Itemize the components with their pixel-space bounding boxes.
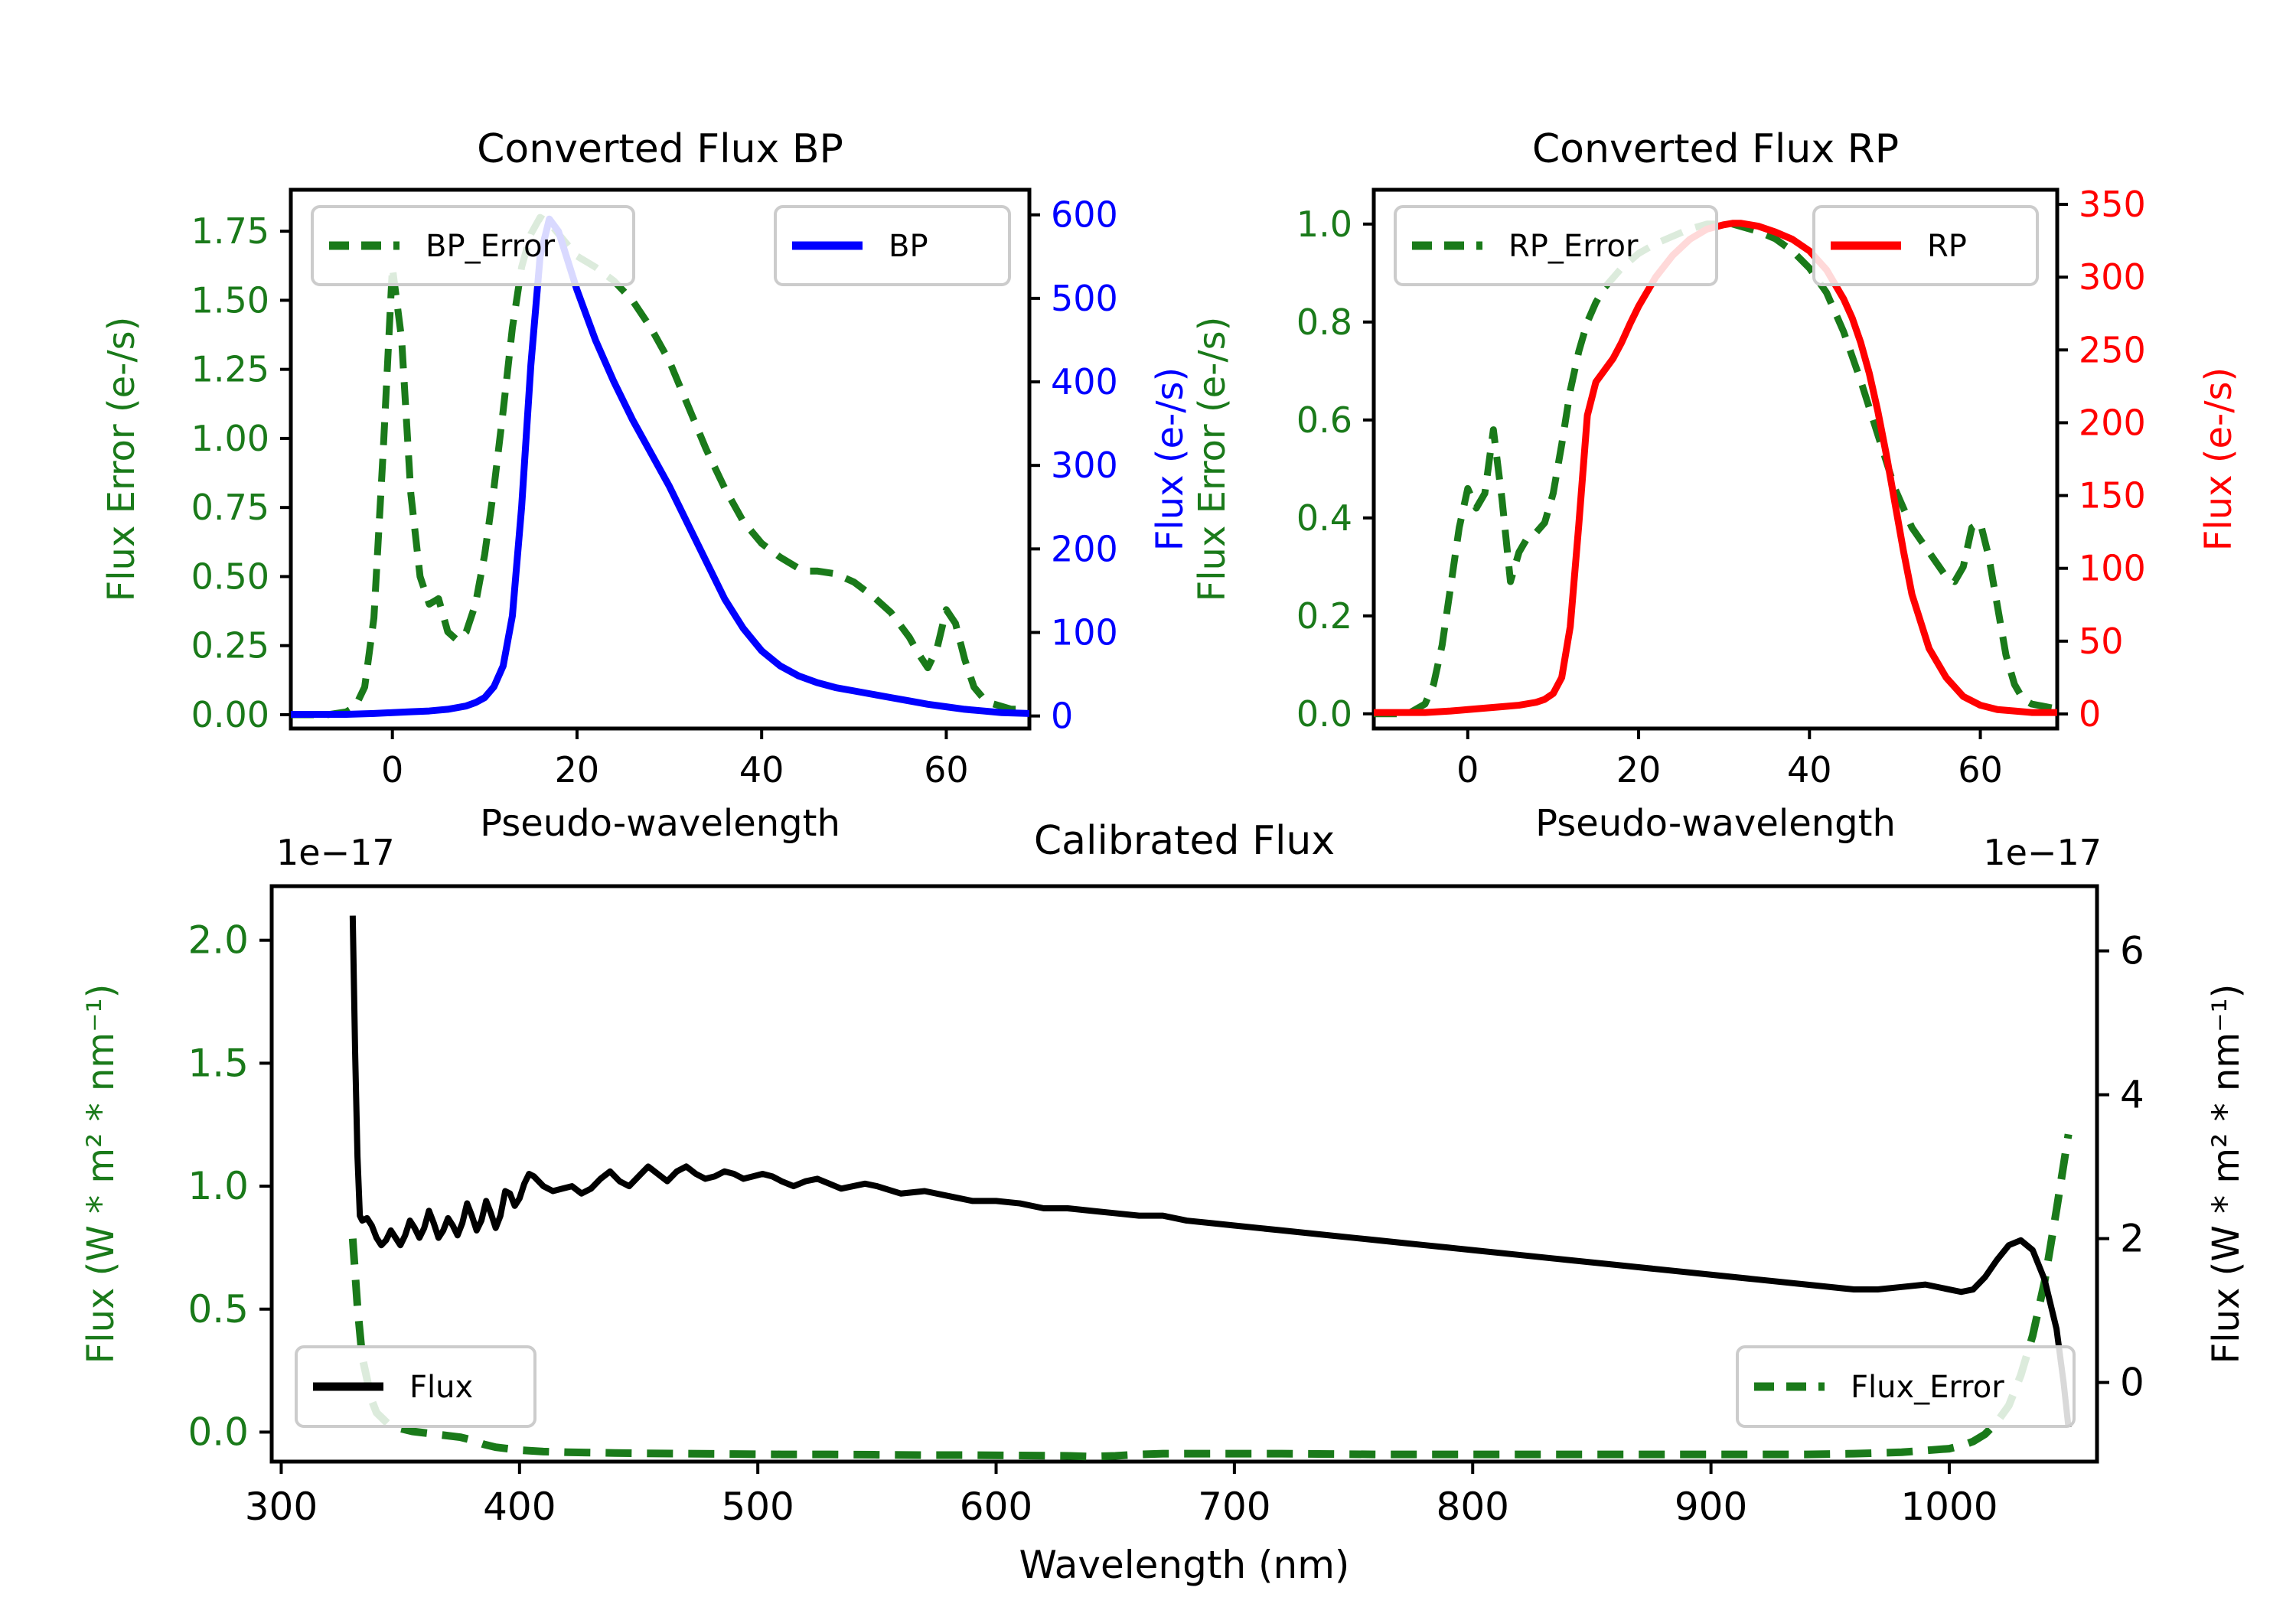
xtick-label-rp: 0 [1456,749,1479,790]
ytick-label-bp-left: 0.75 [191,487,269,528]
series-bp-error [291,214,1029,719]
ytick-label-rp-right: 250 [2079,329,2146,370]
offset-text-right: 1e−17 [1983,832,2102,873]
legend-calibrated-flux-box[interactable] [295,1345,536,1428]
legend-rp-flux-box[interactable] [1812,205,2039,286]
ytick-label-rp-left: 0.8 [1296,302,1352,343]
series-rp-flux [1374,220,2057,716]
xtick-label-calibrated: 800 [1437,1485,1509,1529]
offset-text-left: 1e−17 [276,832,395,873]
legend-rp-error-label: RP_Error [1508,229,1639,264]
ytick-label-calibrated-left: 1.0 [188,1164,249,1208]
panel-bp-title: Converted Flux BP [477,126,843,172]
panel-bp-ylabel-left: Flux Error (e-/s) [100,317,143,602]
ytick-label-calibrated-left: 0.5 [188,1287,249,1332]
xtick-label-bp: 0 [381,749,403,790]
legend-rp-flux-label: RP [1927,229,1967,264]
legend-bp-flux-box[interactable] [774,205,1011,286]
ytick-label-rp-left: 0.2 [1296,595,1352,637]
ytick-label-bp-right: 100 [1051,611,1118,653]
xtick-label-bp: 20 [555,749,600,790]
panel-rp: Converted Flux RP 0 20 40 60 Pseudo-wavelengt… [1191,126,2240,845]
ytick-label-rp-right: 0 [2079,693,2101,735]
series-calibrated-flux [349,915,2072,1428]
series-rp-error [1374,220,2057,718]
legend-bp-error-label: BP_Error [426,229,556,264]
xtick-label-rp: 60 [1958,749,2003,790]
xtick-label-rp: 40 [1787,749,1832,790]
xtick-label-calibrated: 300 [245,1485,318,1529]
panel-calibrated-xlabel: Wavelength (nm) [1019,1543,1350,1587]
legend-calibrated-flux-error-label: Flux_Error [1851,1370,2004,1405]
panel-bp-spine [289,187,1032,731]
ytick-label-rp-right: 100 [2079,548,2146,589]
ytick-label-calibrated-left: 0.0 [188,1410,249,1454]
panel-calibrated-ylabel-left: Flux (W * m² * nm⁻¹) [80,984,122,1364]
ytick-label-bp-right: 600 [1051,194,1118,236]
panel-rp-xlabel: Pseudo-wavelength [1535,802,1896,845]
ytick-label-rp-right: 50 [2079,621,2124,662]
ytick-label-bp-left: 1.50 [191,279,269,321]
series-bp-flux [291,215,1029,718]
legend-calibrated-flux-label: Flux [409,1370,473,1405]
legend-rp-error-box[interactable] [1394,205,1718,286]
ytick-label-calibrated-right: 6 [2120,929,2144,973]
panel-rp-title: Converted Flux RP [1532,126,1899,172]
panel-calibrated-ylabel-right: Flux (W * m² * nm⁻¹) [2205,984,2248,1364]
ytick-label-rp-left: 0.6 [1296,399,1352,441]
panel-bp: Converted Flux BP 0 20 40 60 Pseudo-wavelengt… [100,126,1192,845]
xtick-label-calibrated: 500 [721,1485,794,1529]
panel-bp-ylabel-right: Flux (e-/s) [1149,367,1192,552]
ytick-label-bp-left: 0.25 [191,625,269,667]
legend-bp-flux-label: BP [889,229,928,264]
ytick-label-calibrated-right: 2 [2120,1217,2144,1261]
ytick-label-rp-left: 1.0 [1296,204,1352,245]
ytick-label-calibrated-left: 2.0 [188,918,249,963]
panel-calibrated-data [348,915,2073,1461]
ytick-label-bp-left: 1.25 [191,349,269,390]
panel-bp-xlabel: Pseudo-wavelength [480,802,840,845]
xtick-label-calibrated: 900 [1675,1485,1747,1529]
series-calibrated-flux-error [348,1133,2073,1461]
ytick-label-calibrated-left: 1.5 [188,1041,249,1085]
panel-calibrated-spine [269,884,2099,1464]
xtick-label-calibrated: 400 [483,1485,556,1529]
xtick-label-rp: 20 [1616,749,1662,790]
ytick-label-bp-right: 0 [1051,696,1073,737]
panel-rp-ylabel-right: Flux (e-/s) [2197,367,2240,552]
ytick-label-calibrated-right: 4 [2120,1073,2144,1117]
ytick-label-calibrated-right: 0 [2120,1361,2144,1405]
panel-bp-data [291,214,1029,719]
xtick-label-calibrated: 600 [960,1485,1032,1529]
ytick-label-rp-right: 200 [2079,402,2146,443]
ytick-label-rp-right: 300 [2079,256,2146,298]
xtick-label-calibrated: 1000 [1900,1485,1998,1529]
ytick-label-rp-right: 350 [2079,184,2146,225]
ytick-label-bp-left: 1.75 [191,210,269,252]
ytick-label-rp-left: 0.4 [1296,497,1352,539]
panel-rp-ylabel-left: Flux Error (e-/s) [1191,317,1234,602]
ytick-label-rp-right: 150 [2079,475,2146,517]
ytick-label-bp-left: 0.50 [191,556,269,597]
ytick-label-bp-right: 500 [1051,278,1118,319]
xtick-label-calibrated: 700 [1198,1485,1270,1529]
ytick-label-bp-left: 1.00 [191,418,269,459]
ytick-label-rp-left: 0.0 [1296,693,1352,735]
ytick-label-bp-right: 300 [1051,445,1118,486]
legend-calibrated-flux-error-box[interactable] [1736,1345,2076,1428]
ytick-label-bp-right: 200 [1051,528,1118,569]
panel-rp-spine [1371,187,2060,731]
xtick-label-bp: 40 [739,749,784,790]
panel-rp-data [1374,220,2057,718]
legend-bp-error-box[interactable] [311,205,635,286]
panel-calibrated-title: Calibrated Flux [1034,818,1335,864]
panel-calibrated: Calibrated Flux 1e−17 1e−17 300 400 500 600 700… [80,818,2248,1587]
ytick-label-bp-right: 400 [1051,361,1118,403]
ytick-label-bp-left: 0.00 [191,694,269,735]
xtick-label-bp: 60 [924,749,969,790]
